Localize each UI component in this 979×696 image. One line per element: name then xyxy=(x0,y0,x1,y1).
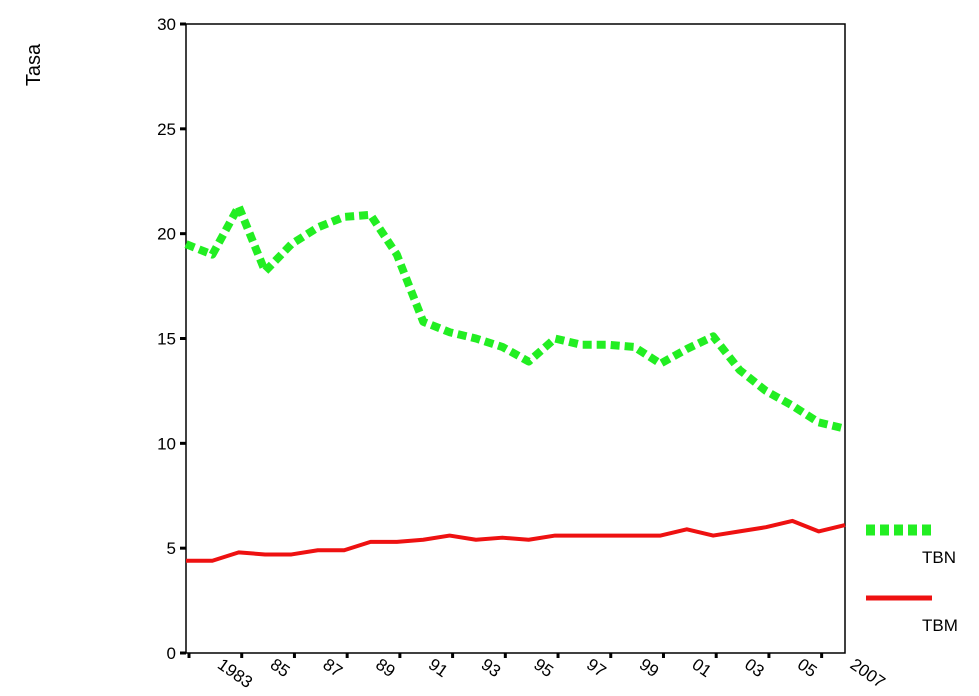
y-tick-label: 25 xyxy=(157,120,176,139)
x-tick-label: 87 xyxy=(320,655,346,681)
y-tick-label: 5 xyxy=(167,539,176,558)
y-tick-label: 30 xyxy=(157,15,176,34)
y-axis-label: Tasa xyxy=(23,43,45,86)
x-tick-label: 01 xyxy=(689,655,715,681)
y-tick-label: 10 xyxy=(157,434,176,453)
x-tick-label: 99 xyxy=(636,655,662,681)
legend-label: TBM xyxy=(922,616,958,635)
legend-label: TBN xyxy=(922,548,956,567)
y-tick-label: 20 xyxy=(157,225,176,244)
y-tick-label: 0 xyxy=(167,644,176,663)
series-line xyxy=(184,202,846,433)
series-line xyxy=(186,518,846,563)
x-tick-label: 97 xyxy=(583,655,609,681)
x-tick-label: 89 xyxy=(372,655,398,681)
x-tick-label: 05 xyxy=(794,655,820,681)
x-tick-label: 03 xyxy=(741,655,767,681)
x-tick-label: 85 xyxy=(267,655,293,681)
x-tick-label: 93 xyxy=(478,655,504,681)
x-tick-label: 91 xyxy=(425,655,451,681)
x-tick-label: 95 xyxy=(530,655,556,681)
plot-frame xyxy=(185,23,846,654)
x-tick-label: 2007 xyxy=(847,655,889,691)
x-tick-label: 1983 xyxy=(214,655,256,691)
y-tick-label: 15 xyxy=(157,330,176,349)
